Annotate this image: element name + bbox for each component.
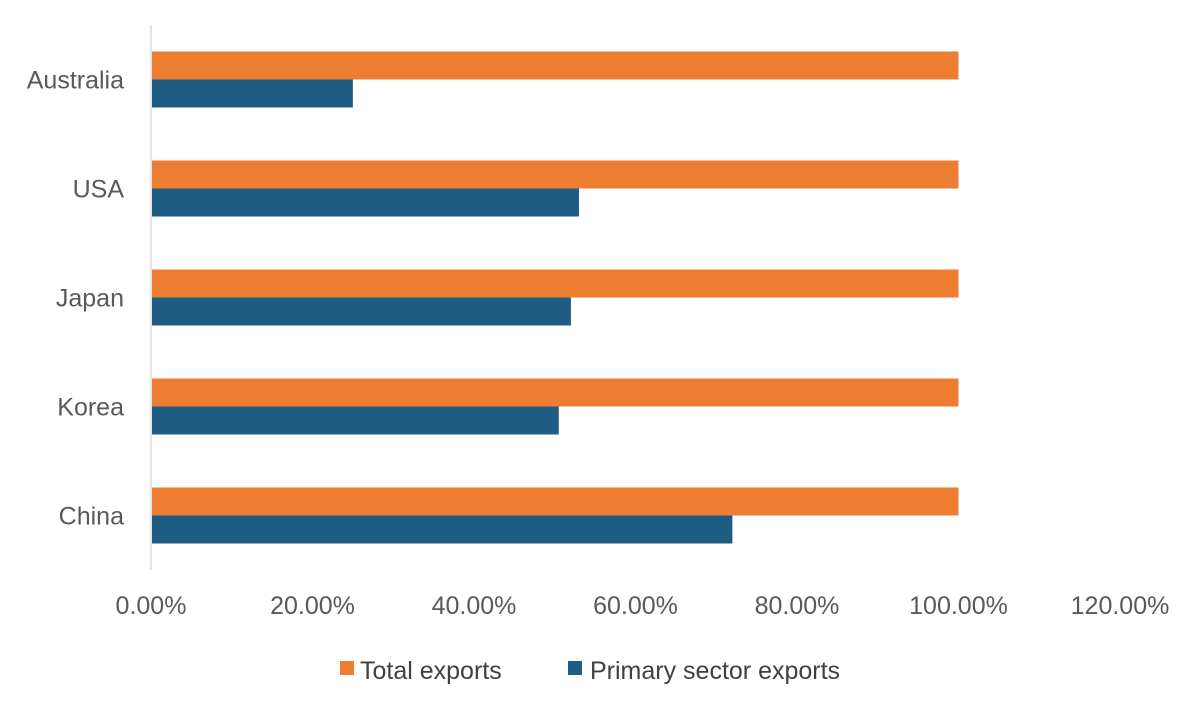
x-tick-label: 120.00% — [1071, 592, 1170, 620]
category-labels: Australia USA Japan Korea China — [27, 67, 125, 531]
bar-australia-primary-sector-exports — [152, 79, 353, 108]
bar-korea-total-exports — [152, 378, 959, 407]
category-label-korea: Korea — [57, 394, 124, 422]
legend-label-total-exports: Total exports — [360, 657, 502, 685]
legend-swatch-primary-sector-exports — [568, 661, 582, 675]
bars-group — [152, 51, 959, 544]
x-tick-label: 40.00% — [432, 592, 517, 620]
bar-japan-primary-sector-exports — [152, 297, 571, 326]
x-tick-label: 80.00% — [755, 592, 840, 620]
x-tick-label: 60.00% — [593, 592, 678, 620]
category-label-australia: Australia — [27, 67, 124, 95]
bar-usa-primary-sector-exports — [152, 188, 579, 217]
bar-korea-primary-sector-exports — [152, 406, 559, 435]
x-tick-label: 20.00% — [270, 592, 355, 620]
bar-china-primary-sector-exports — [152, 515, 733, 544]
bar-japan-total-exports — [152, 269, 959, 298]
legend-swatch-total-exports — [340, 661, 354, 675]
category-label-japan: Japan — [56, 285, 124, 313]
category-label-china: China — [59, 503, 124, 531]
legend: Total exports Primary sector exports — [340, 657, 840, 685]
bar-usa-total-exports — [152, 160, 959, 189]
legend-label-primary-sector-exports: Primary sector exports — [590, 657, 840, 685]
x-tick-label: 0.00% — [116, 592, 187, 620]
bar-china-total-exports — [152, 487, 959, 516]
x-axis-tick-labels: 0.00% 20.00% 40.00% 60.00% 80.00% 100.00% 120.… — [116, 592, 1170, 620]
bar-australia-total-exports — [152, 51, 959, 80]
x-tick-label: 100.00% — [909, 592, 1008, 620]
category-label-usa: USA — [73, 176, 125, 204]
